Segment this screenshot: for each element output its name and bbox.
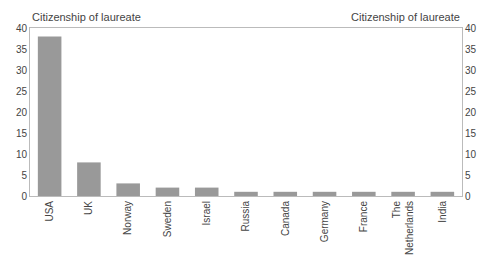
svg-text:5: 5: [465, 170, 471, 181]
svg-text:USA: USA: [44, 201, 55, 222]
svg-text:0: 0: [21, 191, 27, 202]
svg-text:20: 20: [465, 107, 477, 118]
svg-text:30: 30: [16, 65, 28, 76]
svg-text:Russia: Russia: [240, 201, 251, 232]
svg-text:15: 15: [16, 128, 28, 139]
svg-text:25: 25: [465, 86, 477, 97]
svg-text:20: 20: [16, 107, 28, 118]
svg-text:Citizenship of laureate: Citizenship of laureate: [32, 11, 141, 23]
svg-text:25: 25: [16, 86, 28, 97]
svg-text:5: 5: [21, 170, 27, 181]
svg-text:10: 10: [16, 149, 28, 160]
svg-text:35: 35: [16, 44, 28, 55]
svg-text:Israel: Israel: [201, 201, 212, 225]
svg-text:France: France: [358, 201, 369, 233]
svg-text:40: 40: [16, 23, 28, 34]
svg-text:15: 15: [465, 128, 477, 139]
svg-text:35: 35: [465, 44, 477, 55]
svg-text:TheNetherlands: TheNetherlands: [391, 201, 415, 255]
svg-text:40: 40: [465, 23, 477, 34]
svg-text:Sweden: Sweden: [162, 201, 173, 237]
svg-text:Germany: Germany: [319, 201, 330, 242]
svg-text:10: 10: [465, 149, 477, 160]
svg-text:India: India: [437, 201, 448, 223]
svg-text:0: 0: [465, 191, 471, 202]
svg-text:Norway: Norway: [122, 201, 133, 235]
svg-text:UK: UK: [83, 201, 94, 215]
svg-text:Canada: Canada: [280, 201, 291, 236]
svg-text:30: 30: [465, 65, 477, 76]
svg-text:Citizenship of laureate: Citizenship of laureate: [351, 11, 460, 23]
